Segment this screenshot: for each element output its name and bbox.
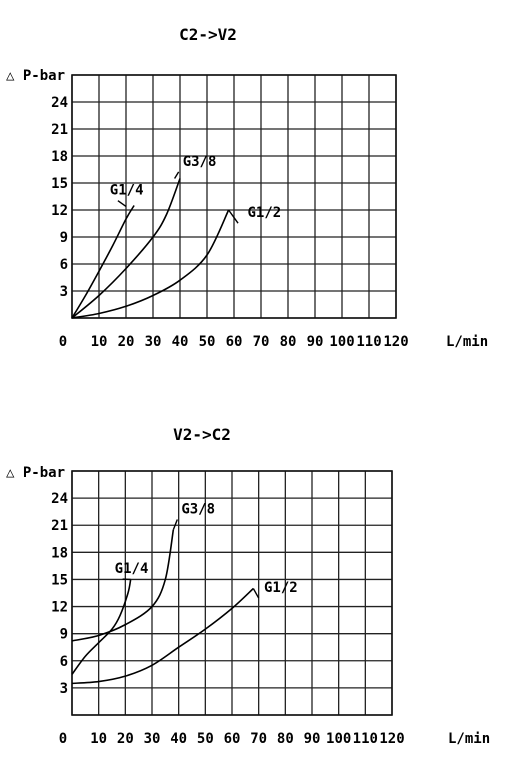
series-label: G1/4 — [110, 183, 144, 199]
x-tick-label: 10 — [90, 731, 107, 747]
series-label: G1/2 — [248, 205, 282, 221]
x-tick-label: 90 — [304, 731, 321, 747]
series-label: G3/8 — [181, 501, 215, 517]
y-tick-label: 3 — [60, 681, 68, 697]
y-tick-label: 24 — [51, 491, 68, 507]
x-tick-label: 20 — [118, 334, 135, 350]
y-tick-label: 9 — [60, 230, 68, 246]
x-tick-label: 0 — [59, 731, 67, 747]
chart-title: C2->V2 — [179, 25, 237, 44]
x-tick-label: 100 — [329, 334, 354, 350]
y-tick-label: 3 — [60, 284, 68, 300]
x-tick-label: 40 — [170, 731, 187, 747]
chart-title: V2->C2 — [173, 425, 231, 444]
y-tick-label: 6 — [60, 654, 68, 670]
x-tick-label: 90 — [307, 334, 324, 350]
series-label: G1/2 — [264, 580, 298, 596]
y-tick-label: 18 — [51, 545, 68, 561]
x-tick-label: 50 — [199, 334, 216, 350]
y-axis-label: △ P-bar — [6, 68, 65, 84]
x-tick-label: 30 — [145, 334, 162, 350]
series-leader-line — [229, 210, 238, 223]
x-tick-label: 50 — [197, 731, 214, 747]
series-leader-line — [175, 172, 179, 179]
series-line-1 — [72, 206, 134, 319]
x-tick-label: 0 — [59, 334, 67, 350]
y-tick-label: 21 — [51, 518, 68, 534]
chart-panel-1: C2->V2 △ P-bar L/min 0 10 20 30 40 50 60 70 80 90 100… — [6, 25, 488, 350]
series-label: G3/8 — [183, 154, 217, 170]
y-tick-label: 12 — [51, 600, 68, 616]
x-axis-label: L/min — [448, 731, 490, 747]
x-tick-label: 60 — [226, 334, 243, 350]
x-tick-label: 110 — [353, 731, 378, 747]
x-tick-label: 120 — [383, 334, 408, 350]
chart-panel-2: V2->C2 △ P-bar L/min 0 10 20 30 40 50 60 70 80 90 100… — [6, 425, 490, 747]
y-tick-label: 21 — [51, 122, 68, 138]
y-tick-label: 15 — [51, 572, 68, 588]
x-tick-label: 60 — [224, 731, 241, 747]
x-tick-label: 70 — [250, 731, 267, 747]
x-tick-label: 40 — [172, 334, 189, 350]
y-axis-label: △ P-bar — [6, 465, 65, 481]
x-tick-label: 100 — [326, 731, 351, 747]
y-tick-label: 9 — [60, 627, 68, 643]
x-tick-label: 80 — [280, 334, 297, 350]
x-tick-label: 110 — [356, 334, 381, 350]
y-tick-label: 18 — [51, 149, 68, 165]
series-label: G1/4 — [115, 561, 149, 577]
series-leader-line — [253, 588, 258, 598]
y-tick-label: 6 — [60, 257, 68, 273]
y-tick-label: 12 — [51, 203, 68, 219]
x-axis-label: L/min — [446, 334, 488, 350]
x-tick-label: 70 — [253, 334, 270, 350]
x-tick-label: 10 — [91, 334, 108, 350]
series-leader-line — [118, 201, 126, 207]
y-tick-label: 24 — [51, 95, 68, 111]
x-tick-label: 120 — [379, 731, 404, 747]
x-tick-label: 20 — [117, 731, 134, 747]
x-tick-label: 80 — [277, 731, 294, 747]
x-tick-label: 30 — [144, 731, 161, 747]
y-tick-label: 15 — [51, 176, 68, 192]
series-line-2 — [72, 530, 173, 641]
